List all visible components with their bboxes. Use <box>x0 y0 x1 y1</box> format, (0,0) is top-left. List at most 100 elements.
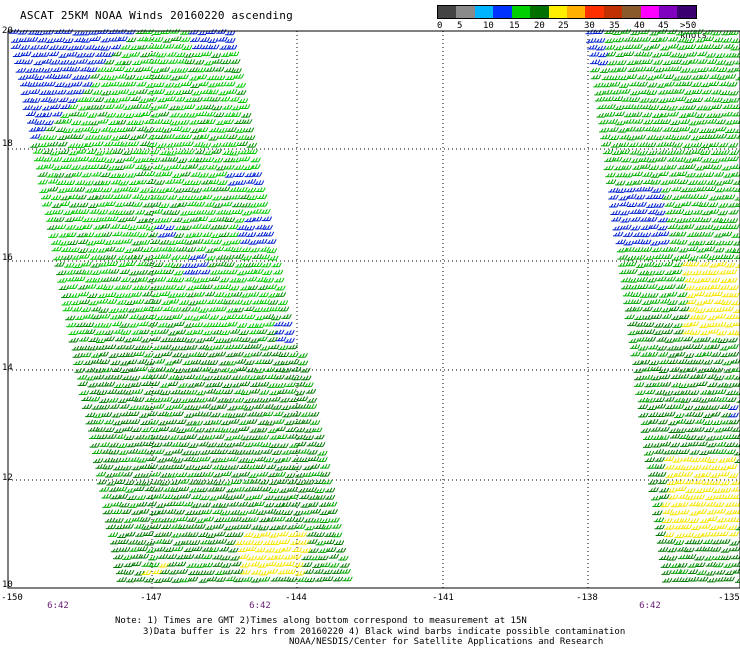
wind-barb <box>669 510 681 516</box>
wind-barb <box>83 232 95 238</box>
wind-barb <box>111 367 123 373</box>
wind-barb <box>725 128 736 133</box>
wind-barb <box>249 427 260 433</box>
wind-barb <box>694 224 705 230</box>
wind-barb <box>267 568 279 574</box>
wind-barb <box>703 299 714 304</box>
wind-barb <box>263 502 275 508</box>
wind-barb <box>243 442 254 448</box>
wind-barb <box>236 90 247 95</box>
wind-barb <box>152 74 164 80</box>
wind-barb <box>705 240 716 246</box>
wind-barb <box>39 90 50 95</box>
wind-barb <box>229 277 240 283</box>
wind-barb <box>120 411 132 417</box>
wind-barb <box>118 81 129 87</box>
wind-barb <box>251 343 262 349</box>
wind-barb <box>632 179 644 185</box>
wind-barb <box>726 525 738 530</box>
wind-barb <box>190 450 201 456</box>
wind-barb <box>280 360 291 366</box>
wind-barb <box>63 38 74 43</box>
wind-barb <box>727 330 738 335</box>
wind-barb <box>234 119 245 125</box>
wind-barb <box>210 412 221 418</box>
wind-barb <box>122 238 133 244</box>
wind-barb <box>144 171 156 177</box>
wind-barb <box>175 561 187 567</box>
wind-barb <box>660 307 672 313</box>
wind-barb <box>208 405 220 410</box>
wind-barb <box>600 134 611 140</box>
wind-barb <box>170 480 181 485</box>
wind-barb <box>132 60 143 66</box>
wind-barb <box>263 457 275 463</box>
wind-barb <box>273 554 284 560</box>
wind-barb <box>654 202 665 208</box>
wind-barb <box>116 255 127 260</box>
wind-barb <box>155 358 166 364</box>
wind-barb <box>601 82 613 88</box>
wind-barb <box>149 149 160 155</box>
wind-barb <box>589 59 601 65</box>
wind-barb <box>198 577 209 583</box>
wind-barb <box>243 449 255 455</box>
wind-barb <box>690 465 702 470</box>
wind-barb <box>180 306 191 312</box>
wind-barb <box>10 37 22 43</box>
wind-barb <box>703 555 715 561</box>
wind-barb <box>223 209 235 215</box>
wind-barb <box>170 389 181 395</box>
wind-barb <box>120 44 131 50</box>
wind-barb <box>14 59 25 64</box>
wind-barb <box>256 510 267 515</box>
wind-barb <box>638 412 649 418</box>
wind-barb <box>236 231 248 237</box>
wind-barb <box>113 517 124 523</box>
wind-barb <box>214 292 225 297</box>
wind-barb <box>125 352 137 357</box>
wind-barb <box>168 427 180 432</box>
wind-barb <box>631 37 643 42</box>
wind-barb <box>724 576 735 582</box>
wind-barb <box>241 210 253 216</box>
wind-barb <box>670 120 681 126</box>
lat-label-20: 20 <box>2 26 13 36</box>
wind-barb <box>713 113 724 118</box>
wind-barb <box>201 179 212 185</box>
wind-barb <box>682 210 694 216</box>
wind-barb <box>615 188 627 193</box>
wind-barb <box>176 337 188 342</box>
wind-barb <box>119 546 131 552</box>
east-swath-barbs <box>585 28 740 583</box>
wind-barb <box>676 428 687 433</box>
wind-barb <box>115 210 126 216</box>
wind-barb <box>288 532 299 537</box>
wind-barb <box>218 90 229 96</box>
wind-barb <box>98 75 110 80</box>
wind-barb <box>113 471 124 477</box>
wind-barb <box>266 330 278 336</box>
wind-barb <box>215 577 227 582</box>
wind-barb <box>205 336 216 342</box>
wind-barb <box>54 216 65 222</box>
wind-barb <box>685 554 697 559</box>
wind-barb <box>694 546 706 552</box>
wind-barb <box>711 539 722 545</box>
wind-barb <box>109 81 120 87</box>
wind-barb <box>281 367 292 373</box>
wind-barb <box>342 576 353 582</box>
wind-barb <box>638 284 649 289</box>
wind-barb <box>243 532 254 537</box>
wind-barb <box>644 329 656 334</box>
wind-barb <box>225 81 236 87</box>
wind-barb <box>85 412 96 418</box>
wind-barb <box>313 569 324 574</box>
wind-barb <box>278 352 290 357</box>
wind-barb <box>245 187 257 193</box>
wind-barb <box>89 389 100 395</box>
wind-barb <box>264 367 276 372</box>
wind-barb <box>109 36 121 42</box>
legend-swatch <box>548 6 567 18</box>
wind-barb <box>135 495 147 500</box>
